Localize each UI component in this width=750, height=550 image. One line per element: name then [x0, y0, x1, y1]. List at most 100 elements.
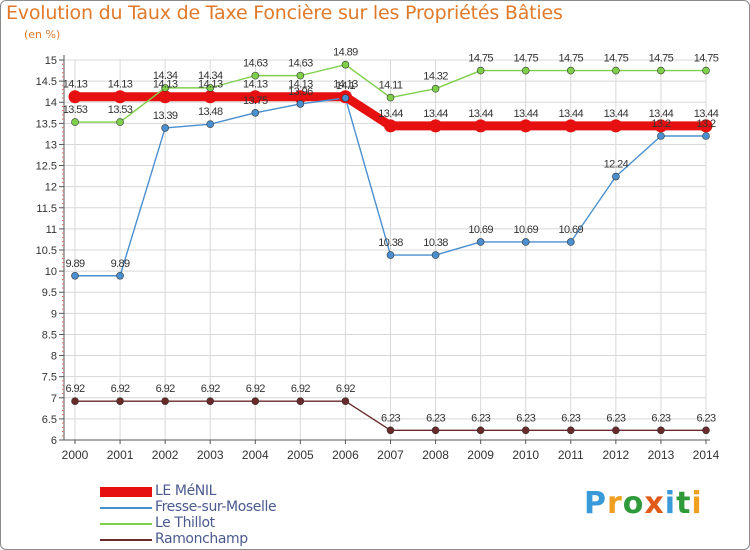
- data-point: [612, 172, 620, 181]
- data-point: [521, 238, 530, 246]
- data-label: 13.44: [559, 108, 584, 120]
- data-label: 10.69: [513, 224, 538, 236]
- data-label: 14.63: [288, 58, 313, 70]
- legend-item-fresse-sur-moselle: Fresse-sur-Moselle: [100, 499, 360, 516]
- data-label: 6.23: [516, 412, 535, 424]
- data-point: [564, 119, 578, 133]
- data-point: [71, 118, 79, 126]
- y-tick-label: 13: [45, 139, 57, 151]
- x-tick-label: 2011: [558, 448, 584, 462]
- line-chart: 6 6.5 7 7.5 8 8.5 9 9.5 10 10.5 11 11.5 12 12.5 13 13.5…: [36, 47, 720, 462]
- data-label: 14.89: [333, 47, 358, 59]
- data-label: 6.23: [606, 412, 625, 424]
- data-label: 13.39: [153, 110, 178, 122]
- logo-letter: t: [676, 486, 692, 521]
- data-point: [296, 100, 305, 108]
- data-label: 14.75: [468, 53, 493, 65]
- chart-title: Evolution du Taux de Taxe Foncière sur l…: [6, 2, 563, 24]
- legend-label-le-menil: LE MéNIL: [155, 483, 216, 499]
- data-label: 13.2: [651, 118, 670, 130]
- data-label: 13.75: [243, 95, 268, 107]
- data-point: [386, 426, 395, 435]
- data-label: 14.75: [513, 53, 538, 65]
- data-point: [248, 90, 262, 104]
- data-label: 14.13: [153, 79, 178, 91]
- data-label: 13.44: [423, 108, 448, 120]
- logo-letter: r: [607, 486, 623, 521]
- legend-swatch-fresse-sur-moselle: [100, 507, 152, 509]
- legend-item-le-menil: LE MéNIL: [100, 483, 360, 500]
- data-point: [158, 90, 172, 104]
- data-point: [386, 93, 395, 102]
- data-label: 14.34: [153, 70, 178, 82]
- y-tick-label: 10.5: [36, 245, 57, 257]
- data-label: 13.44: [604, 108, 629, 120]
- data-label: 13.2: [696, 118, 715, 130]
- y-tick-label: 8: [51, 351, 57, 363]
- y-tick-label: 14: [45, 97, 57, 109]
- data-point: [431, 251, 440, 259]
- proxiti-logo: Proxiti: [584, 486, 703, 521]
- x-tick-label: 2006: [332, 448, 359, 462]
- data-label: 6.23: [381, 412, 400, 424]
- data-point: [161, 84, 169, 92]
- data-point: [699, 119, 713, 133]
- data-label: 14.13: [288, 79, 313, 91]
- y-tick-label: 9.5: [42, 287, 57, 299]
- x-tick-label: 2010: [512, 448, 539, 462]
- y-tick-label: 7.5: [42, 372, 57, 384]
- data-point: [657, 426, 665, 435]
- x-tick-label: 2012: [603, 448, 630, 462]
- x-tick-label: 2005: [287, 448, 314, 462]
- data-point: [296, 397, 305, 405]
- y-axis-unit-label: (en %): [24, 28, 61, 41]
- data-label: 13.96: [288, 86, 313, 98]
- data-label: 13.44: [378, 108, 403, 120]
- data-label: 14.75: [694, 53, 719, 65]
- data-point: [341, 60, 350, 69]
- data-label: 12.24: [604, 159, 629, 171]
- data-point: [609, 119, 623, 133]
- data-label: 14.1: [336, 80, 355, 92]
- data-point: [612, 426, 620, 435]
- data-point: [657, 132, 665, 140]
- legend-item-le-thillot: Le Thillot: [100, 515, 360, 532]
- y-tick-label: 11: [46, 224, 57, 236]
- data-label: 10.38: [423, 237, 448, 249]
- data-label: 13.44: [694, 108, 719, 120]
- data-point: [476, 66, 485, 75]
- data-label: 10.38: [378, 237, 403, 249]
- x-tick-label: 2014: [693, 448, 720, 462]
- data-point: [161, 397, 169, 405]
- data-label: 6.92: [201, 383, 220, 395]
- data-point: [251, 397, 260, 405]
- data-label: 14.11: [379, 80, 403, 92]
- data-point: [429, 119, 443, 133]
- data-label: 13.44: [468, 108, 493, 120]
- data-point: [71, 271, 79, 280]
- y-tick-label: 15: [45, 55, 57, 67]
- y-tick-label: 6.5: [42, 414, 57, 426]
- data-label: 6.92: [291, 383, 310, 395]
- logo-letter: P: [584, 486, 607, 521]
- legend-item-ramonchamp: Ramonchamp: [100, 531, 360, 548]
- legend-swatch-le-menil: [100, 487, 152, 497]
- data-point: [116, 118, 124, 126]
- data-point: [68, 90, 82, 104]
- data-point: [251, 108, 260, 117]
- data-point: [521, 426, 530, 435]
- data-label: 6.92: [156, 383, 175, 395]
- logo-letter: x: [644, 486, 665, 521]
- data-label: 9.89: [65, 258, 84, 270]
- data-point: [386, 251, 395, 259]
- data-point: [293, 90, 307, 104]
- data-point: [206, 397, 215, 405]
- data-point: [521, 66, 530, 75]
- y-tick-label: 6: [51, 435, 57, 447]
- data-label: 13.44: [513, 108, 538, 120]
- data-point: [341, 397, 350, 405]
- y-tick-label: 13.5: [36, 118, 57, 130]
- legend-swatch-le-thillot: [100, 523, 152, 525]
- data-label: 14.75: [604, 53, 629, 65]
